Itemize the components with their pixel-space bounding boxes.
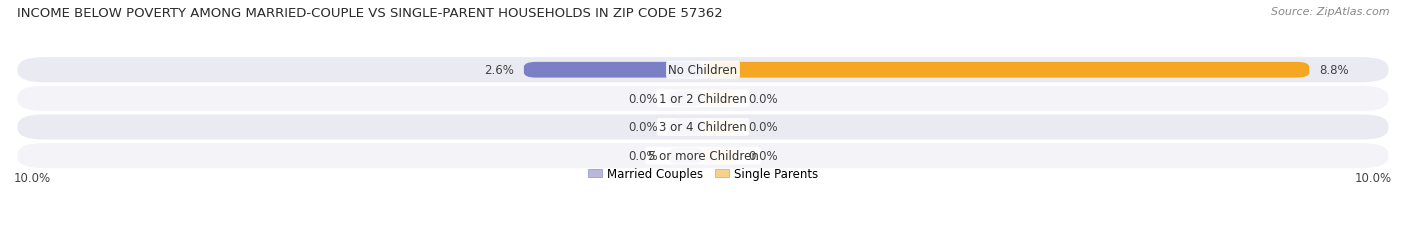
- FancyBboxPatch shape: [17, 115, 1389, 140]
- Text: 3 or 4 Children: 3 or 4 Children: [659, 121, 747, 134]
- FancyBboxPatch shape: [524, 63, 703, 78]
- FancyBboxPatch shape: [703, 91, 738, 107]
- FancyBboxPatch shape: [669, 148, 703, 164]
- Text: INCOME BELOW POVERTY AMONG MARRIED-COUPLE VS SINGLE-PARENT HOUSEHOLDS IN ZIP COD: INCOME BELOW POVERTY AMONG MARRIED-COUPL…: [17, 7, 723, 20]
- FancyBboxPatch shape: [703, 120, 738, 135]
- FancyBboxPatch shape: [17, 143, 1389, 168]
- Text: 0.0%: 0.0%: [628, 121, 658, 134]
- Text: 0.0%: 0.0%: [628, 92, 658, 105]
- Text: 0.0%: 0.0%: [628, 149, 658, 162]
- Text: 10.0%: 10.0%: [14, 172, 51, 185]
- FancyBboxPatch shape: [17, 86, 1389, 112]
- Text: 10.0%: 10.0%: [1355, 172, 1392, 185]
- Text: No Children: No Children: [668, 64, 738, 77]
- Text: 0.0%: 0.0%: [748, 121, 778, 134]
- Legend: Married Couples, Single Parents: Married Couples, Single Parents: [583, 163, 823, 185]
- FancyBboxPatch shape: [669, 120, 703, 135]
- Text: 0.0%: 0.0%: [748, 149, 778, 162]
- Text: 8.8%: 8.8%: [1320, 64, 1350, 77]
- FancyBboxPatch shape: [703, 148, 738, 164]
- Text: 1 or 2 Children: 1 or 2 Children: [659, 92, 747, 105]
- Text: Source: ZipAtlas.com: Source: ZipAtlas.com: [1271, 7, 1389, 17]
- Text: 0.0%: 0.0%: [748, 92, 778, 105]
- FancyBboxPatch shape: [669, 91, 703, 107]
- FancyBboxPatch shape: [17, 58, 1389, 83]
- Text: 2.6%: 2.6%: [484, 64, 513, 77]
- Text: 5 or more Children: 5 or more Children: [648, 149, 758, 162]
- FancyBboxPatch shape: [703, 63, 1309, 78]
